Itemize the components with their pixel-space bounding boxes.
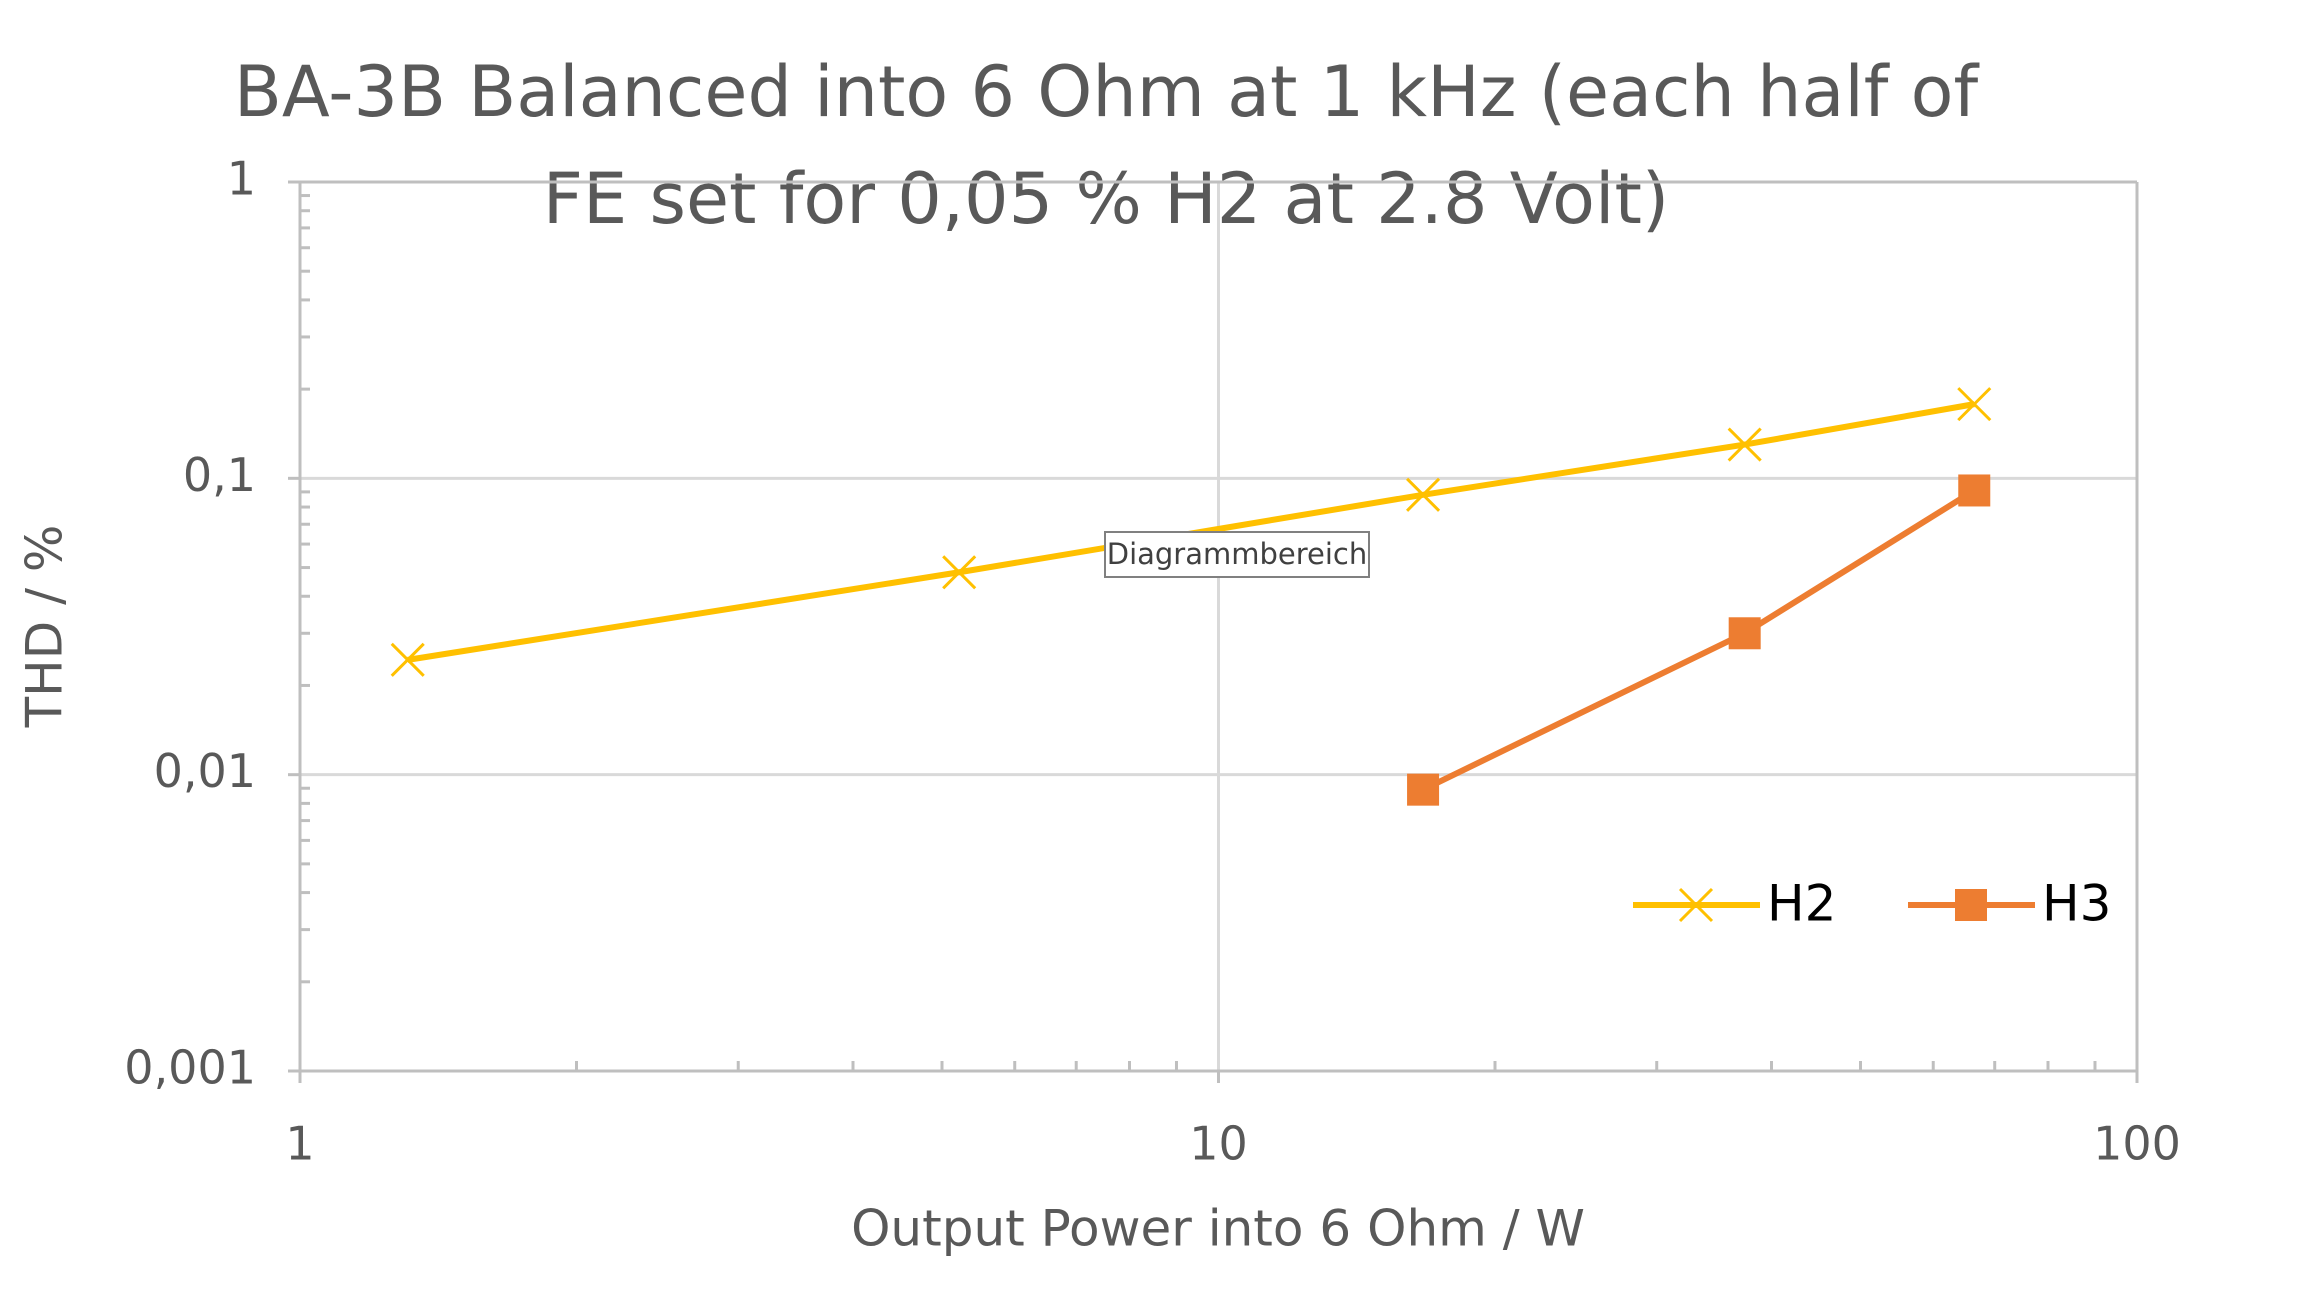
- y-tick-label: 0,1: [183, 448, 256, 502]
- marker: [390, 642, 425, 677]
- marker: [1728, 617, 1761, 650]
- marker: [1957, 387, 1992, 422]
- legend-marker: [1678, 887, 1714, 923]
- legend-label: H3: [2042, 875, 2111, 933]
- chart-title: FE set for 0,05 % H2 at 2.8 Volt): [543, 158, 1669, 240]
- marker: [942, 555, 977, 590]
- marker: [1407, 773, 1440, 806]
- x-tick-label: 100: [2093, 1117, 2181, 1171]
- marker: [1958, 474, 1991, 507]
- x-tick-label: 10: [1189, 1117, 1248, 1171]
- legend-label: H2: [1767, 875, 1836, 933]
- tooltip: Diagrammbereich: [1107, 537, 1368, 571]
- series-line: [1421, 487, 1976, 793]
- chart-title: BA-3B Balanced into 6 Ohm at 1 kHz (each…: [234, 51, 1980, 133]
- y-axis-title: THD / %: [16, 525, 74, 729]
- y-tick-label: 0,001: [124, 1041, 256, 1095]
- legend-marker: [1955, 889, 1987, 921]
- x-tick-label: 1: [285, 1117, 314, 1171]
- marker: [1406, 477, 1441, 512]
- y-tick-label: 1: [227, 152, 256, 206]
- x-axis-title: Output Power into 6 Ohm / W: [851, 1200, 1585, 1258]
- y-tick-label: 0,01: [154, 744, 256, 798]
- tooltip-box: [1104, 531, 1370, 578]
- marker: [1727, 427, 1762, 462]
